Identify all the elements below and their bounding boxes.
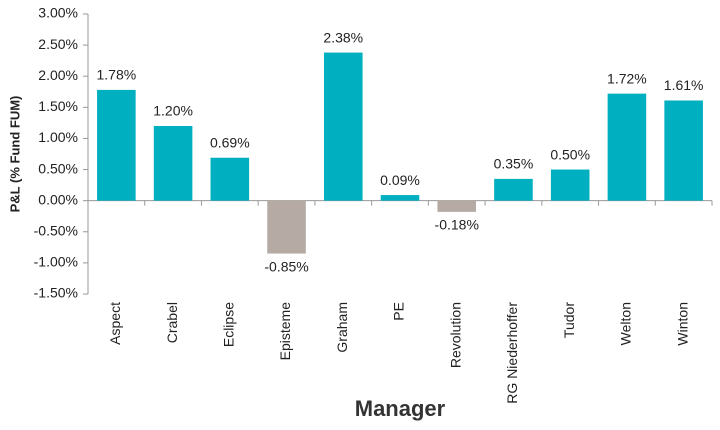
x-tick-label: Tudor	[561, 302, 577, 338]
bar	[267, 200, 306, 254]
y-tick-label: 0.00%	[38, 191, 78, 207]
y-tick-label: 1.00%	[38, 129, 78, 145]
value-label: 0.09%	[380, 172, 420, 188]
value-label: 1.61%	[664, 77, 704, 93]
value-label: 1.20%	[153, 103, 193, 119]
bar	[494, 178, 533, 201]
bar	[437, 200, 477, 212]
value-label: -0.18%	[435, 217, 479, 233]
x-tick-label: Winton	[674, 302, 690, 346]
y-tick-label: -1.50%	[34, 285, 78, 301]
y-axis-title: P&L (% Fund FUM)	[7, 96, 22, 213]
y-tick-label: -1.00%	[34, 254, 78, 270]
bar	[210, 157, 250, 201]
bar	[607, 93, 647, 201]
bar	[550, 169, 590, 201]
y-tick-label: 0.50%	[38, 160, 78, 176]
bar	[380, 195, 420, 201]
bar	[664, 100, 703, 201]
value-label: 1.78%	[97, 67, 137, 83]
y-tick-label: 2.50%	[38, 36, 78, 52]
value-label: 0.35%	[494, 156, 534, 172]
y-tick-label: 3.00%	[38, 5, 78, 21]
bar	[153, 126, 193, 201]
y-tick-label: -0.50%	[34, 222, 78, 238]
value-label: 0.50%	[550, 146, 590, 162]
value-label: 2.38%	[323, 29, 363, 45]
bar	[97, 89, 136, 201]
x-tick-label: Eclipse	[221, 302, 237, 347]
x-tick-label: Episteme	[277, 302, 293, 361]
x-tick-label: Welton	[618, 302, 634, 345]
value-label: 1.72%	[607, 70, 647, 86]
x-tick-label: Crabel	[164, 302, 180, 343]
x-tick-label: Aspect	[107, 302, 123, 345]
value-label: 0.69%	[210, 134, 250, 150]
x-tick-label: Graham	[334, 302, 350, 353]
x-tick-label: RG Niederhoffer	[504, 302, 520, 404]
y-tick-label: 1.50%	[38, 98, 78, 114]
bar	[323, 52, 363, 201]
x-tick-label: Revolution	[447, 302, 463, 368]
value-label: -0.85%	[264, 258, 308, 274]
y-tick-label: 2.00%	[38, 67, 78, 83]
x-tick-label: PE	[391, 302, 407, 321]
x-axis-title: Manager	[355, 396, 446, 421]
